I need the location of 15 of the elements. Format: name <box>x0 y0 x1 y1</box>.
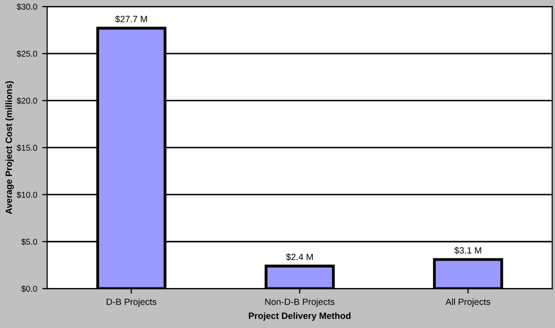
y-tick-label: $10.0 <box>16 191 38 198</box>
data-label: $27.7 M <box>115 15 147 23</box>
x-tick-label: D-B Projects <box>106 298 156 307</box>
y-tick-label: $30.0 <box>16 3 38 10</box>
y-tick-label: $15.0 <box>16 144 38 152</box>
x-axis-title: Project Delivery Method <box>248 312 351 321</box>
y-tick-label: $5.0 <box>21 238 38 246</box>
x-tick-label: Non-D-B Projects <box>265 298 334 307</box>
data-label: $3.1 M <box>454 246 482 254</box>
y-tick-label: $25.0 <box>16 50 38 58</box>
y-tick-label: $20.0 <box>16 97 38 104</box>
x-tick-label: All Projects <box>445 298 490 307</box>
data-label: $2.4 M <box>286 253 313 261</box>
y-tick-label: $0.0 <box>21 285 38 292</box>
y-axis-title: Average Project Cost (millions) <box>5 81 14 214</box>
